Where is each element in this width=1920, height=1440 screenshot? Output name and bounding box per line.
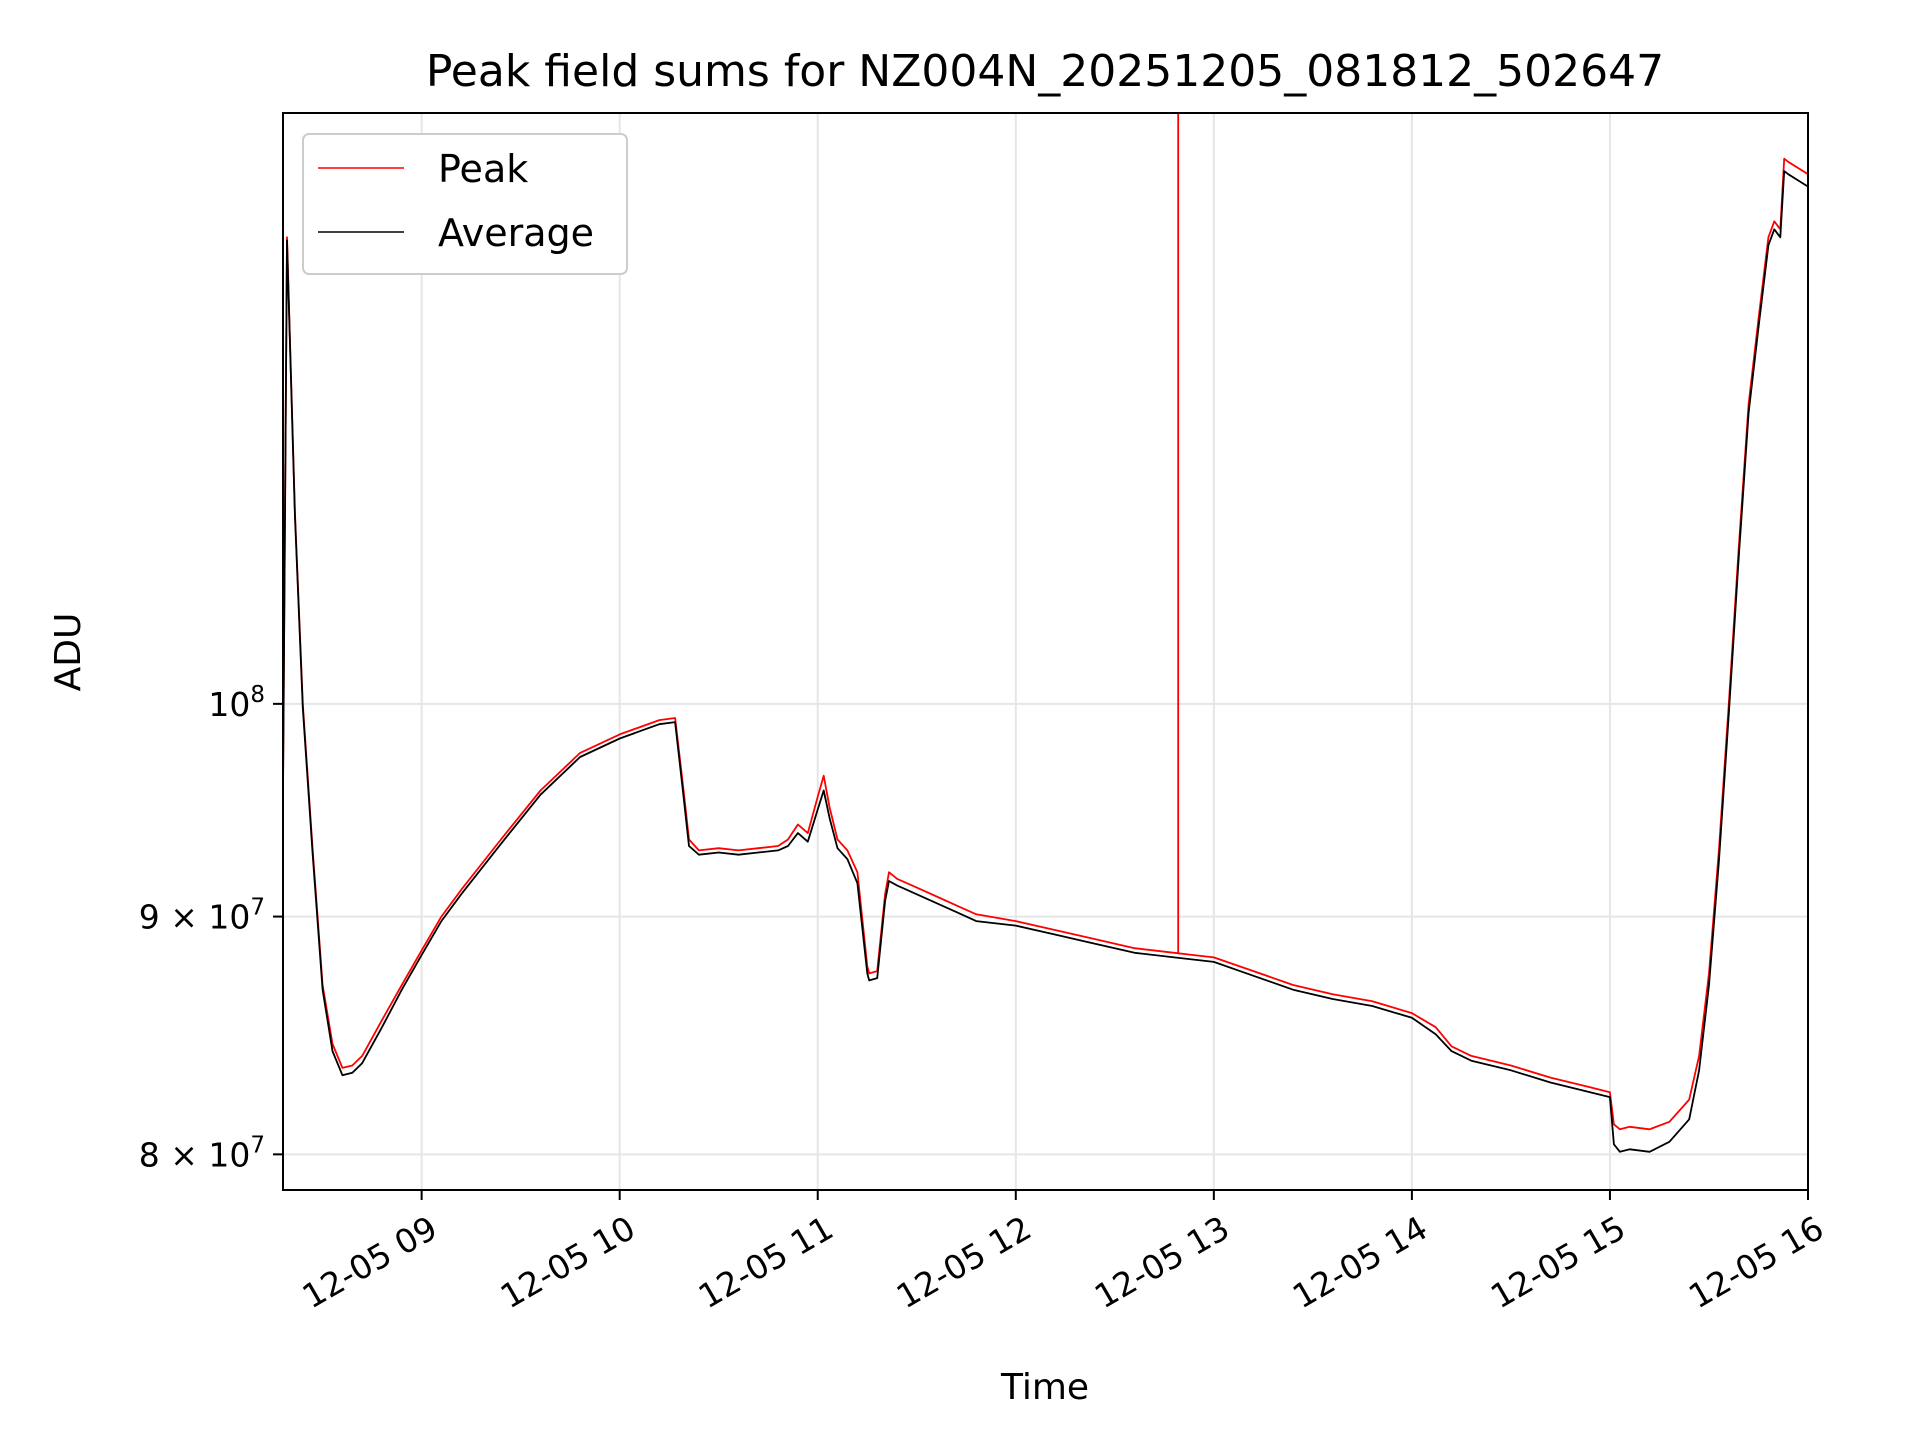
y-axis-label: ADU <box>48 613 89 692</box>
legend-box <box>302 133 628 275</box>
y-tick-label: 8 × 107 <box>139 1132 265 1174</box>
x-tick-label: 12-05 09 <box>296 1208 444 1316</box>
legend-label-average: Average <box>438 211 594 255</box>
x-tick-label: 12-05 14 <box>1286 1208 1434 1316</box>
legend-label-peak: Peak <box>438 147 528 191</box>
x-tick-label: 12-05 12 <box>890 1208 1038 1316</box>
x-tick-label: 12-05 16 <box>1682 1208 1830 1316</box>
y-tick-label: 108 <box>208 682 265 724</box>
plot-frame <box>282 112 1809 1191</box>
chart-title: Peak field sums for NZ004N_20251205_0818… <box>426 46 1664 97</box>
x-tick-label: 12-05 15 <box>1484 1208 1632 1316</box>
x-tick-label: 12-05 10 <box>494 1208 642 1316</box>
y-tick-label: 9 × 107 <box>139 895 265 937</box>
series-layer <box>282 113 1809 1153</box>
grid <box>283 113 1809 1190</box>
tick-layer: 12-05 09 12-05 10 12-05 11 12-05 12 12-05 13… <box>139 682 1830 1316</box>
series-line-average <box>282 170 1809 1153</box>
legend: Peak Average <box>302 133 628 275</box>
x-tick-label: 12-05 13 <box>1088 1208 1236 1316</box>
x-tick-label: 12-05 11 <box>692 1208 840 1316</box>
x-axis-label: Time <box>1000 1367 1089 1408</box>
series-line-peak <box>282 157 1809 1131</box>
